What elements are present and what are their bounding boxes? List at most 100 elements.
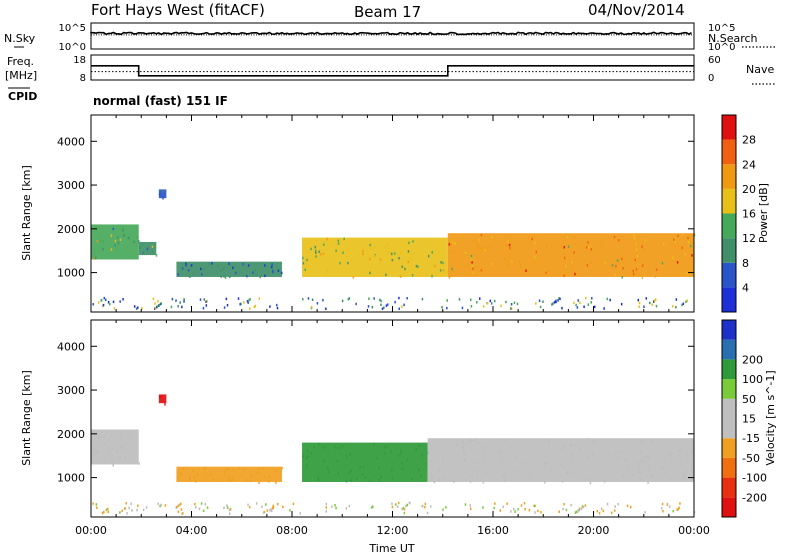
xtick-label: 08:00 [276,524,308,537]
velocity-speckle [592,453,594,456]
power-near-range-scatter [539,305,542,309]
power-speckle [484,248,486,252]
power-near-range-scatter [302,297,304,301]
velocity-near-range-scatter [107,510,110,514]
power-near-range-scatter [559,297,561,301]
power-near-range-scatter [171,297,174,301]
power-speckle [588,245,590,249]
velocity-region-2 [176,466,282,482]
velocity-colorbar-tick-label: 100 [742,373,763,386]
power-speckle [102,247,104,251]
power-speckle [503,257,506,261]
velocity-speckle [615,456,617,459]
power-speckle [488,245,491,248]
power-speckle [412,240,414,243]
power-near-range-scatter [367,305,370,308]
velocity-near-range-scatter [195,506,197,509]
velocity-speckle [418,444,421,448]
velocity-speckle [276,470,278,473]
velocity-speckle [420,474,422,478]
power-speckle [508,243,511,247]
power-speckle [337,239,340,243]
velocity-speckle [661,467,664,470]
power-near-range-scatter [347,297,350,301]
velocity-speckle [433,480,436,484]
velocity-near-range-scatter [282,505,284,509]
velocity-speckle [256,471,258,475]
velocity-near-range-scatter [506,502,508,505]
power-speckle [335,249,337,252]
velocity-colorbar-tick-label: -50 [742,452,760,465]
velocity-speckle [484,454,487,458]
velocity-speckle [384,452,386,455]
velocity-near-range-scatter [121,509,123,512]
velocity-near-range-scatter [159,504,161,508]
velocity-speckle [563,466,565,470]
velocity-speckle [504,438,507,442]
velocity-speckle [548,442,550,445]
power-near-range-scatter [398,307,400,310]
power-speckle [136,235,139,239]
xaxis-label: Time UT [368,542,414,554]
velocity-near-range-scatter [528,508,531,512]
power-region-5 [447,233,694,277]
power-speckle [310,247,312,251]
power-speckle [632,269,634,273]
power-speckle [411,274,414,277]
velocity-speckle [560,447,563,451]
power-near-range-scatter [603,307,605,310]
velocity-speckle [566,471,569,475]
velocity-near-range-scatter [223,506,225,510]
power-speckle [306,258,308,262]
velocity-near-range-scatter [164,504,167,507]
velocity-speckle [503,474,505,477]
velocity-colorbar-swatch [722,457,736,478]
power-colorbar-tick-label: 20 [742,183,756,196]
power-speckle [535,250,538,254]
power-speckle [347,247,349,250]
velocity-near-range-scatter [403,511,406,515]
velocity-speckle [350,469,353,472]
power-region-2 [158,189,167,199]
velocity-ylabel: Slant Range [km] [20,370,33,466]
velocity-speckle [547,438,550,442]
velocity-speckle [192,469,194,472]
velocity-speckle [322,459,325,463]
power-speckle [277,269,280,273]
velocity-near-range-scatter [442,508,444,511]
velocity-near-range-scatter [200,502,203,505]
power-speckle [686,272,688,275]
velocity-speckle [224,469,226,473]
velocity-speckle [383,446,386,449]
power-near-range-scatter [685,300,687,303]
power-speckle [322,252,325,255]
power-speckle [139,246,141,249]
power-speckle [415,264,418,268]
velocity-near-range-scatter [540,510,542,514]
velocity-near-range-scatter [582,505,585,509]
velocity-near-range-scatter [142,508,145,512]
velocity-speckle [473,469,476,473]
velocity-speckle [111,461,113,464]
power-near-range-scatter [247,301,249,304]
velocity-speckle [317,478,320,482]
power-colorbar-swatch [722,188,736,214]
power-speckle [684,252,686,256]
power-near-range-scatter [579,301,581,304]
velocity-speckle [640,450,642,454]
power-near-range-scatter [385,304,388,307]
power-speckle [211,262,213,265]
velocity-speckle [442,459,444,463]
velocity-speckle [183,467,185,470]
power-speckle [519,260,521,263]
power-speckle [451,267,454,271]
power-speckle [641,276,644,280]
velocity-speckle [177,476,179,479]
velocity-speckle [362,465,365,469]
velocity-region-1 [158,394,167,404]
velocity-near-range-scatter [644,511,646,514]
velocity-near-range-scatter [402,506,405,510]
velocity-near-range-scatter [493,506,495,510]
velocity-speckle [258,467,260,470]
velocity-near-range-scatter [265,503,267,506]
